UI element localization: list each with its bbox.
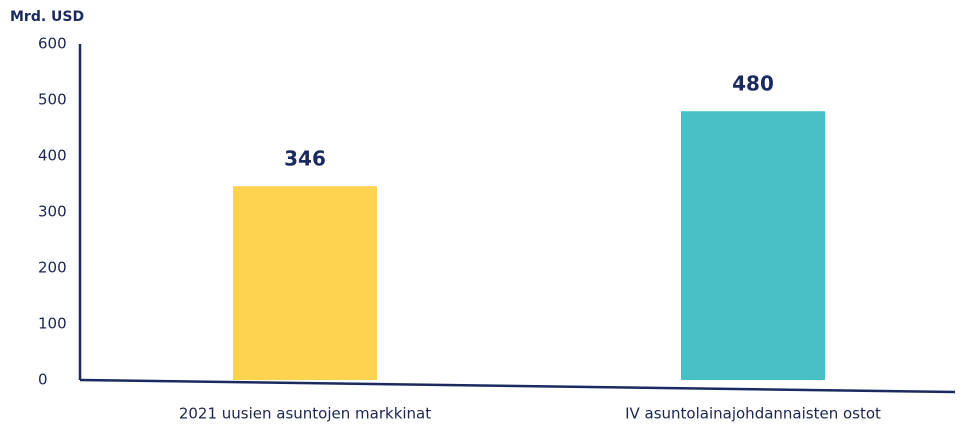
x-tick-label: IV asuntolainajohdannaisten ostot xyxy=(625,405,881,423)
y-tick-label: 100 xyxy=(38,315,67,333)
y-tick-label: 0 xyxy=(38,371,48,389)
x-tick-label: 2021 uusien asuntojen markkinat xyxy=(179,405,431,423)
bar xyxy=(233,186,377,380)
data-label: 346 xyxy=(284,147,326,171)
y-tick-label: 600 xyxy=(38,35,67,53)
x-axis xyxy=(79,378,956,394)
y-tick-label: 300 xyxy=(38,203,67,221)
data-label: 480 xyxy=(732,72,774,96)
y-tick-label: 400 xyxy=(38,147,67,165)
y-tick-label: 500 xyxy=(38,91,67,109)
y-tick-label: 200 xyxy=(38,259,67,277)
y-axis-title: Mrd. USD xyxy=(10,9,84,25)
bar xyxy=(681,111,825,380)
